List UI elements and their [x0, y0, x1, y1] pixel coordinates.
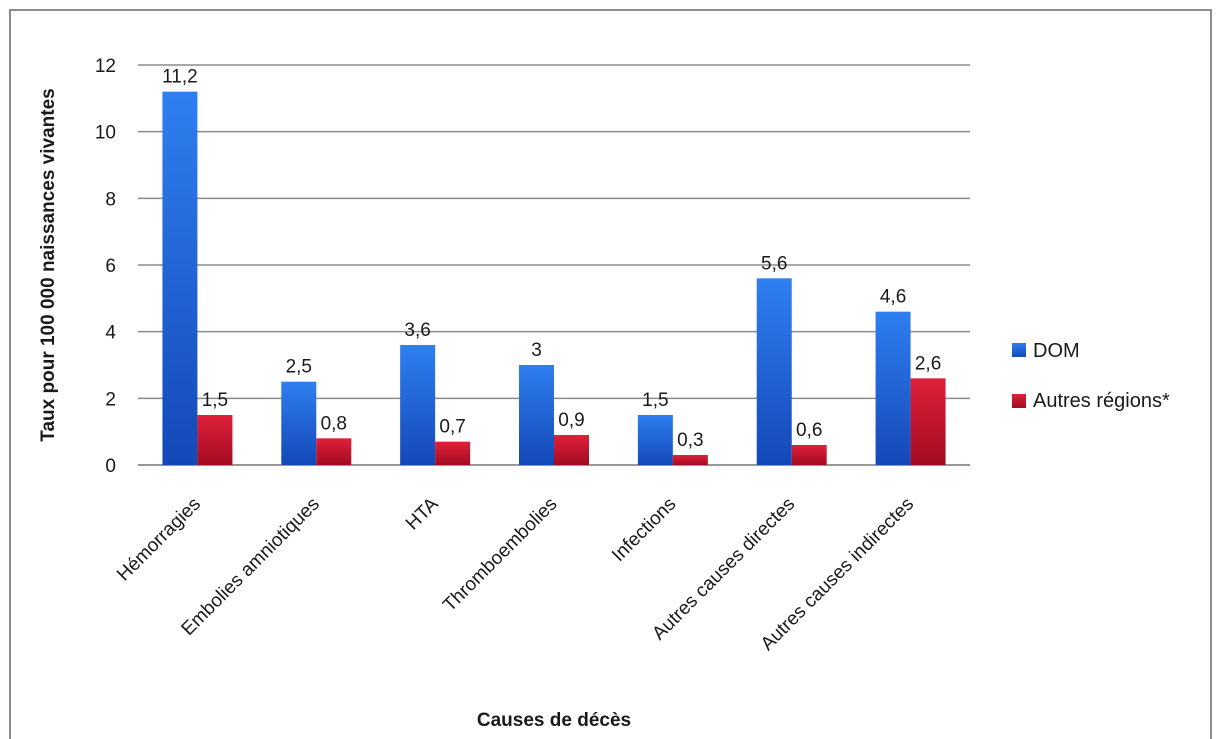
bar-autres-regions-6: [910, 378, 946, 465]
legend-label-autres-regions: Autres régions*: [1033, 390, 1170, 412]
data-label: 3,6: [404, 320, 430, 341]
data-label: 0,6: [796, 420, 822, 441]
bar-autres-regions-5: [791, 445, 827, 465]
bar-dom-4: [637, 415, 673, 465]
y-tick-label: 6: [105, 256, 116, 277]
bar-dom-6: [875, 311, 911, 465]
data-label: 2,5: [286, 357, 312, 378]
data-label: 11,2: [162, 67, 198, 88]
legend-swatch-dom: [1012, 343, 1026, 357]
bar-dom-2: [400, 345, 436, 465]
y-tick-label: 12: [95, 56, 116, 77]
legend-label-dom: DOM: [1033, 340, 1080, 362]
data-label: 3: [531, 340, 542, 361]
data-label: 0,3: [677, 430, 703, 451]
data-label: 5,6: [761, 253, 787, 274]
bars: [162, 91, 946, 466]
bar-dom-3: [519, 365, 554, 465]
data-label: 1,5: [642, 390, 668, 411]
x-tick-label: Infections: [608, 494, 680, 566]
bar-dom-0: [162, 91, 198, 466]
y-axis-title: Taux pour 100 000 naissances vivantes: [38, 88, 59, 441]
x-tick-label: Hémorragies: [113, 494, 205, 586]
data-label: 2,6: [915, 353, 941, 374]
data-label: 0,8: [321, 413, 347, 434]
data-label: 1,5: [202, 390, 228, 411]
legend: DOM Autres régions*: [1012, 340, 1170, 412]
x-tick-label: Embolies amniotiques: [178, 494, 324, 640]
bar-autres-regions-1: [316, 438, 352, 465]
bar-autres-regions-2: [435, 441, 471, 465]
x-tick-label: HTA: [402, 493, 443, 534]
x-axis-title: Causes de décès: [477, 710, 631, 731]
y-tick-label: 10: [95, 123, 116, 144]
bar-autres-regions-0: [197, 415, 233, 465]
data-label: 4,6: [880, 287, 906, 308]
x-tick-label: Thromboembolies: [439, 494, 561, 616]
y-tick-label: 4: [105, 323, 116, 344]
bar-dom-1: [281, 381, 317, 465]
y-tick-label: 0: [105, 456, 116, 477]
y-tick-label: 2: [105, 389, 116, 410]
bar-autres-regions-4: [672, 455, 708, 465]
data-label: 0,7: [439, 417, 465, 438]
chart-frame: [9, 9, 1212, 739]
bar-dom-5: [756, 278, 792, 465]
y-tick-label: 8: [105, 189, 116, 210]
labels: 0 2 4 6 8 10 12 11,2 1,5 Hémorragies 2,5 0,8 Embolie…: [95, 56, 941, 655]
bar-autres-regions-3: [554, 435, 589, 465]
data-label: 0,9: [558, 410, 584, 431]
legend-swatch-autres-regions: [1012, 394, 1026, 408]
